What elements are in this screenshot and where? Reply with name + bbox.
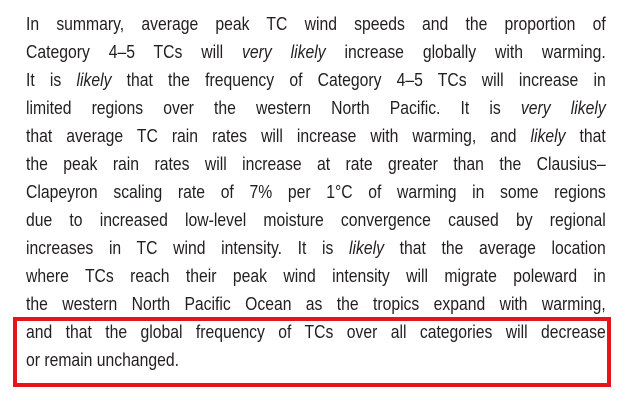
text-run: and that the global frequency of TCs ove… — [26, 321, 606, 342]
text-line: due to increased low-level moisture conv… — [26, 206, 606, 234]
text-run: where TCs reach their peak wind intensit… — [26, 265, 606, 286]
text-run: Clapeyron scaling rate of 7% per 1°C of … — [26, 181, 606, 202]
line-content: where TCs reach their peak wind intensit… — [26, 262, 606, 290]
line-content: Category 4–5 TCs will very likely increa… — [26, 38, 606, 66]
italic-run: very likely — [520, 97, 606, 118]
text-run: due to increased low-level moisture conv… — [26, 209, 606, 230]
line-content: Clapeyron scaling rate of 7% per 1°C of … — [26, 178, 606, 206]
line-content: that average TC rain rates will increase… — [26, 122, 606, 150]
highlight-box — [13, 317, 611, 387]
text-run: increases in TC wind intensity. It is — [26, 237, 350, 258]
line-content: limited regions over the western North P… — [26, 94, 606, 122]
text-run: In summary, average peak TC wind speeds … — [26, 13, 606, 34]
text-line: the western North Pacific Ocean as the t… — [26, 290, 606, 318]
line-content: increases in TC wind intensity. It is li… — [26, 234, 606, 262]
text-line: Clapeyron scaling rate of 7% per 1°C of … — [26, 178, 606, 206]
text-line: increases in TC wind intensity. It is li… — [26, 234, 606, 262]
text-run: that the average location — [384, 237, 606, 258]
text-run: It is — [26, 69, 77, 90]
italic-run: likely — [349, 237, 385, 258]
line-content: In summary, average peak TC wind speeds … — [26, 10, 606, 38]
text-run: that the frequency of Category 4–5 TCs w… — [111, 69, 606, 90]
text-line: that average TC rain rates will increase… — [26, 122, 606, 150]
text-run: the western North Pacific Ocean as the t… — [26, 293, 606, 314]
text-line: and that the global frequency of TCs ove… — [26, 318, 606, 346]
text-line: It is likely that the frequency of Categ… — [26, 66, 606, 94]
line-content: and that the global frequency of TCs ove… — [26, 318, 606, 346]
text-run: or remain unchanged. — [26, 349, 179, 370]
text-run: Category 4–5 TCs will — [26, 41, 243, 62]
text-line: Category 4–5 TCs will very likely increa… — [26, 38, 606, 66]
line-content: It is likely that the frequency of Categ… — [26, 66, 606, 94]
italic-run: likely — [76, 69, 112, 90]
text-run: limited regions over the western North P… — [26, 97, 521, 118]
text-line: the peak rain rates will increase at rat… — [26, 150, 606, 178]
text-run: that average TC rain rates will increase… — [26, 125, 531, 146]
text-run: that — [565, 125, 606, 146]
text-line: In summary, average peak TC wind speeds … — [26, 10, 606, 38]
text-line: where TCs reach their peak wind intensit… — [26, 262, 606, 290]
text-run: the peak rain rates will increase at rat… — [26, 153, 606, 174]
italic-run: very likely — [242, 41, 326, 62]
italic-run: likely — [530, 125, 566, 146]
text-line: limited regions over the western North P… — [26, 94, 606, 122]
text-run: increase globally with warming. — [325, 41, 606, 62]
line-content: or remain unchanged. — [26, 346, 606, 374]
text-line: or remain unchanged. — [26, 346, 606, 374]
line-content: the western North Pacific Ocean as the t… — [26, 290, 606, 318]
line-content: the peak rain rates will increase at rat… — [26, 150, 606, 178]
line-content: due to increased low-level moisture conv… — [26, 206, 606, 234]
paragraph: In summary, average peak TC wind speeds … — [26, 10, 606, 374]
